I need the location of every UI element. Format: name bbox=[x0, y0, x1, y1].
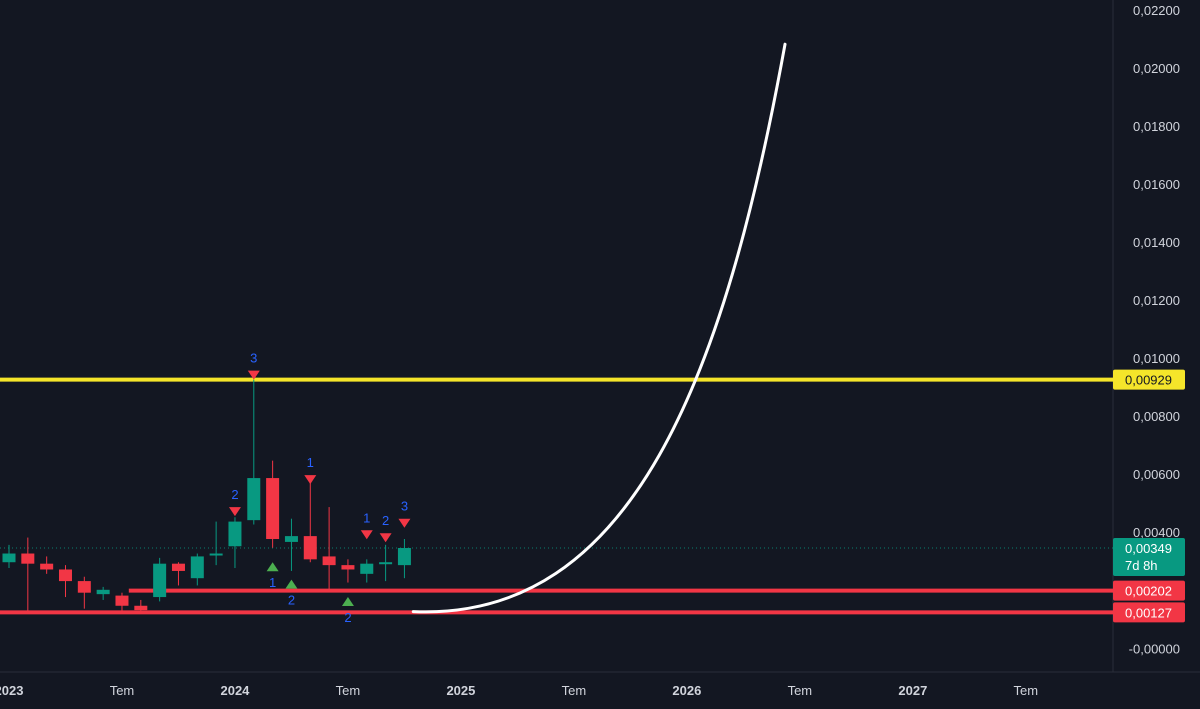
candle-body[interactable] bbox=[322, 556, 336, 566]
signal-up-2-marker bbox=[341, 597, 354, 607]
support-lower-price-text: 0,00127 bbox=[1125, 605, 1172, 620]
y-tick-label: 0,00400 bbox=[1133, 525, 1180, 540]
signal-down-3-label: 3 bbox=[401, 499, 408, 514]
candle-body[interactable] bbox=[284, 536, 298, 542]
signal-up-2-label: 2 bbox=[344, 610, 351, 625]
support-upper-price-text: 0,00202 bbox=[1125, 584, 1172, 599]
candle-body[interactable] bbox=[40, 563, 54, 570]
candle-body[interactable] bbox=[397, 548, 411, 566]
x-tick-label: 2026 bbox=[672, 683, 701, 698]
candle-body[interactable] bbox=[134, 605, 148, 611]
candle-body[interactable] bbox=[379, 562, 393, 565]
y-tick-label: 0,00600 bbox=[1133, 467, 1180, 482]
support-lower-price-tag[interactable] bbox=[1113, 602, 1185, 623]
y-tick-label: 0,02200 bbox=[1133, 3, 1180, 18]
signal-down-2-marker bbox=[228, 507, 241, 517]
candle-body[interactable] bbox=[115, 595, 129, 606]
x-tick-label: Tem bbox=[562, 683, 587, 698]
signal-down-1-marker bbox=[360, 530, 373, 540]
candle-body[interactable] bbox=[209, 553, 223, 556]
y-tick-label: 0,01000 bbox=[1133, 351, 1180, 366]
candle-body[interactable] bbox=[341, 565, 355, 570]
signal-down-3-marker bbox=[398, 518, 411, 528]
x-tick-label: 2023 bbox=[0, 683, 23, 698]
x-tick-label: 2027 bbox=[898, 683, 927, 698]
y-tick-label: 0,01200 bbox=[1133, 293, 1180, 308]
x-tick-label: 2024 bbox=[220, 683, 250, 698]
candle-body[interactable] bbox=[228, 521, 242, 547]
signal-up-2-marker bbox=[285, 579, 298, 589]
candle-body[interactable] bbox=[171, 563, 185, 571]
signal-down-2-label: 2 bbox=[231, 487, 238, 502]
last-price-text: 0,00349 bbox=[1125, 541, 1172, 556]
signal-up-2-label: 2 bbox=[288, 593, 295, 608]
candle-body[interactable] bbox=[21, 553, 35, 564]
signal-down-3-marker bbox=[247, 370, 260, 380]
y-tick-label: 0,01600 bbox=[1133, 177, 1180, 192]
candle-body[interactable] bbox=[303, 536, 317, 560]
x-tick-label: Tem bbox=[788, 683, 813, 698]
signal-up-1-label: 1 bbox=[269, 575, 276, 590]
x-tick-label: Tem bbox=[336, 683, 361, 698]
y-tick-label: 0,01400 bbox=[1133, 235, 1180, 250]
signal-up-1-marker bbox=[266, 562, 279, 572]
y-tick-label: 0,00800 bbox=[1133, 409, 1180, 424]
candle-body[interactable] bbox=[96, 589, 110, 595]
candle-body[interactable] bbox=[266, 478, 280, 540]
countdown-text: 7d 8h bbox=[1125, 558, 1158, 573]
candle-body[interactable] bbox=[247, 478, 261, 521]
projection-curve[interactable] bbox=[411, 42, 787, 614]
y-tick-label: 0,02000 bbox=[1133, 61, 1180, 76]
signal-down-1-marker bbox=[304, 475, 317, 485]
signal-down-2-marker bbox=[379, 533, 392, 543]
candle-body[interactable] bbox=[153, 563, 167, 598]
resistance-price-tag[interactable] bbox=[1113, 369, 1185, 390]
candle-body[interactable] bbox=[360, 563, 374, 574]
candle-body[interactable] bbox=[58, 569, 72, 582]
y-tick-label: -0,00000 bbox=[1129, 641, 1180, 656]
signal-down-1-label: 1 bbox=[363, 510, 370, 525]
candle-body[interactable] bbox=[77, 581, 91, 593]
x-tick-label: Tem bbox=[110, 683, 135, 698]
signal-down-3-label: 3 bbox=[250, 351, 257, 366]
y-tick-label: 0,01800 bbox=[1133, 119, 1180, 134]
signal-down-2-label: 2 bbox=[382, 513, 389, 528]
signal-down-1-label: 1 bbox=[307, 455, 314, 470]
candle-body[interactable] bbox=[190, 556, 204, 579]
resistance-price-text: 0,00929 bbox=[1125, 373, 1172, 388]
x-tick-label: 2025 bbox=[446, 683, 475, 698]
support-upper-price-tag[interactable] bbox=[1113, 580, 1185, 601]
x-tick-label: Tem bbox=[1014, 683, 1039, 698]
candle-body[interactable] bbox=[2, 553, 16, 563]
last-price-tag[interactable] bbox=[1113, 538, 1185, 577]
